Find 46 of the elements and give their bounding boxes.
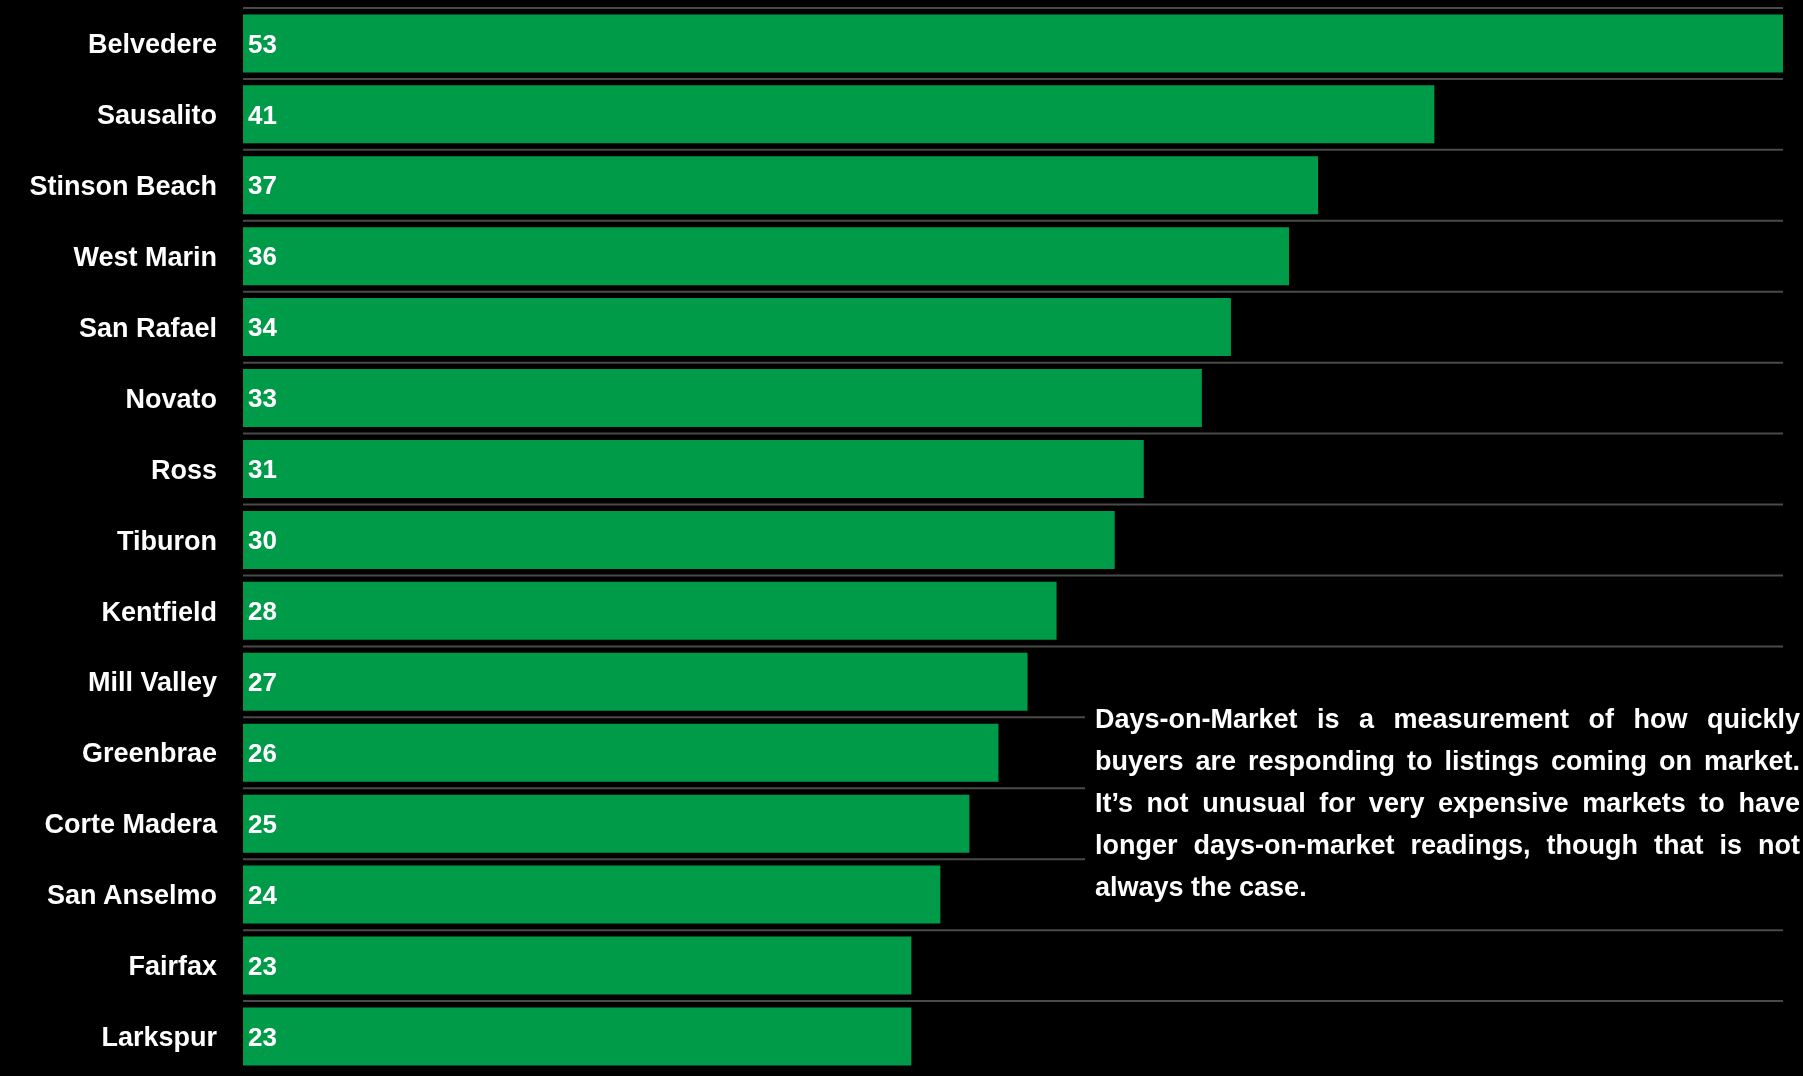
y-tick-label: Kentfield: [101, 596, 217, 627]
data-label: 27: [248, 667, 277, 698]
y-tick-label: Larkspur: [101, 1022, 218, 1053]
data-label: 31: [248, 454, 277, 485]
bar: [243, 298, 1231, 357]
data-label: 36: [248, 241, 277, 272]
data-label: 28: [248, 596, 277, 627]
y-tick-label: Fairfax: [128, 951, 217, 982]
y-tick-label: Stinson Beach: [29, 170, 217, 201]
bar: [243, 85, 1435, 144]
data-label: 25: [248, 808, 277, 839]
bar: [243, 936, 912, 995]
y-tick-label: Mill Valley: [87, 667, 217, 698]
bar: [243, 723, 999, 782]
y-tick-label: Sausalito: [96, 99, 217, 130]
y-tick-label: Novato: [125, 383, 217, 414]
bar: [243, 581, 1057, 640]
bar: [243, 1007, 912, 1066]
data-label: 33: [248, 383, 277, 414]
bar: [243, 369, 1202, 428]
y-tick-label: Greenbrae: [81, 738, 217, 769]
data-label: 23: [248, 1021, 277, 1052]
y-tick-label: West Marin: [73, 241, 217, 272]
bar: [243, 439, 1144, 498]
annotation: Days-on-Market is a measurement of how quickly buyers are responding to listings coming on market. It’s not unusual for very expensive markets to have longer days-on-market readings, though that is not always the case.: [1085, 698, 1800, 908]
bar: [243, 510, 1115, 569]
bar: [243, 156, 1319, 215]
data-label: 37: [248, 170, 277, 201]
data-label: 30: [248, 525, 277, 556]
data-label: 41: [248, 99, 277, 130]
bar: [243, 865, 941, 924]
data-label: 26: [248, 737, 277, 768]
y-tick-label: San Anselmo: [46, 880, 217, 911]
bar: [243, 227, 1290, 286]
bar: [243, 14, 1783, 73]
y-tick-label: Corte Madera: [44, 809, 218, 840]
bar: [243, 794, 970, 853]
y-tick-label: Tiburon: [117, 525, 217, 556]
y-tick-label: Belvedere: [87, 29, 217, 60]
y-tick-label: Ross: [150, 454, 217, 485]
data-label: 23: [248, 950, 277, 981]
bar: [243, 652, 1028, 711]
data-label: 24: [248, 879, 278, 910]
data-label: 53: [248, 28, 277, 59]
data-label: 34: [248, 312, 278, 343]
y-tick-label: San Rafael: [78, 312, 217, 343]
